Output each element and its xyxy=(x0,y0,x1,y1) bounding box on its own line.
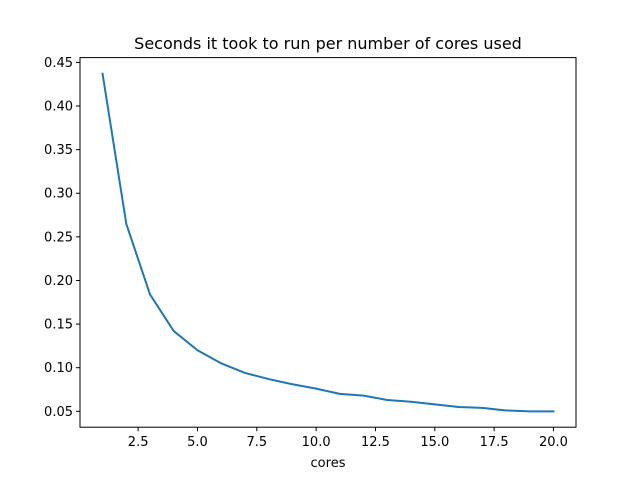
x-tick-label: 10.0 xyxy=(302,435,331,450)
x-axis-label: cores xyxy=(311,456,346,471)
chart-title: Seconds it took to run per number of cor… xyxy=(134,34,522,53)
series-line xyxy=(101,72,555,413)
y-tick-label: 0.15 xyxy=(44,318,73,333)
x-tick-label: 2.5 xyxy=(128,435,149,450)
y-tick-label: 0.45 xyxy=(44,56,73,71)
x-tick-label: 17.5 xyxy=(480,435,509,450)
y-tick-label: 0.35 xyxy=(44,143,73,158)
x-tick-label: 20.0 xyxy=(539,435,568,450)
x-tick-label: 5.0 xyxy=(187,435,208,450)
y-tick-label: 0.30 xyxy=(44,187,73,202)
y-tick-label: 0.20 xyxy=(44,274,73,289)
y-tick-label: 0.40 xyxy=(44,100,73,115)
x-tick-label: 15.0 xyxy=(420,435,449,450)
x-tick-label: 12.5 xyxy=(361,435,390,450)
x-tick-label: 7.5 xyxy=(246,435,267,450)
plot-area-frame xyxy=(79,57,577,428)
y-tick-label: 0.05 xyxy=(44,405,73,420)
y-tick-label: 0.10 xyxy=(44,361,73,376)
y-tick-label: 0.25 xyxy=(44,230,73,245)
